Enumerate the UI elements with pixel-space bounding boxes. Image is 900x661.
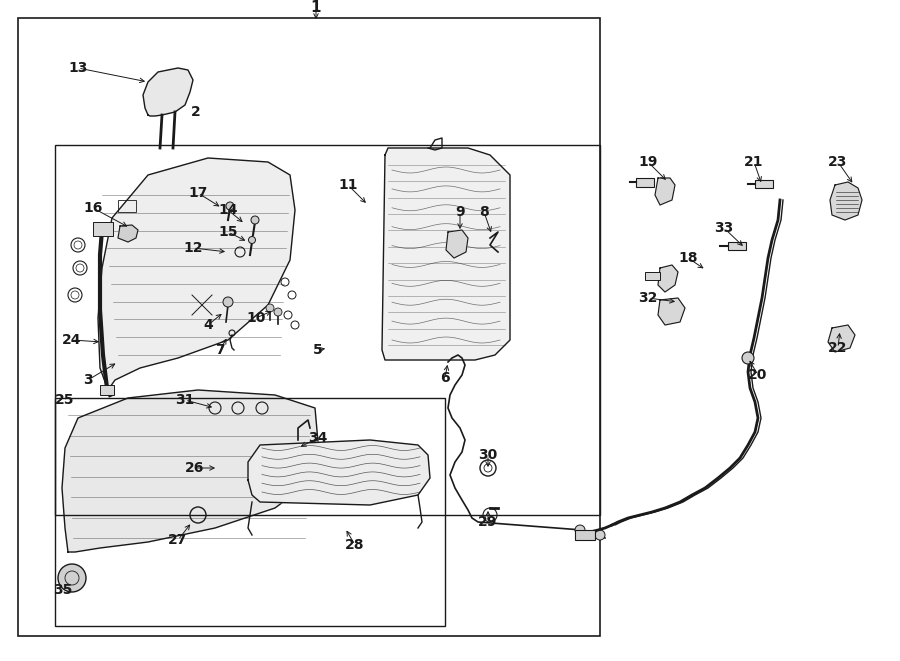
- Text: 2: 2: [191, 105, 201, 119]
- Circle shape: [223, 297, 233, 307]
- Polygon shape: [248, 440, 430, 505]
- Text: 35: 35: [53, 583, 73, 597]
- Text: 29: 29: [478, 515, 498, 529]
- Text: 4: 4: [203, 318, 213, 332]
- Bar: [575, 530, 595, 540]
- Circle shape: [248, 237, 256, 243]
- Text: 25: 25: [55, 393, 75, 407]
- Circle shape: [742, 352, 754, 364]
- Text: 27: 27: [168, 533, 188, 547]
- Bar: [645, 272, 660, 280]
- Text: 31: 31: [176, 393, 194, 407]
- Text: 19: 19: [638, 155, 658, 169]
- Polygon shape: [828, 325, 855, 352]
- Text: 21: 21: [744, 155, 764, 169]
- Text: 18: 18: [679, 251, 698, 265]
- Text: 33: 33: [715, 221, 733, 235]
- Text: 8: 8: [479, 205, 489, 219]
- Bar: [100, 385, 114, 395]
- Bar: [728, 242, 746, 250]
- Bar: [55, 398, 445, 626]
- Polygon shape: [658, 265, 678, 292]
- Polygon shape: [118, 225, 138, 242]
- Text: 12: 12: [184, 241, 202, 255]
- Text: 26: 26: [185, 461, 204, 475]
- Bar: [93, 222, 113, 236]
- Text: 3: 3: [83, 373, 93, 387]
- Polygon shape: [830, 182, 862, 220]
- Circle shape: [266, 304, 274, 312]
- Polygon shape: [62, 390, 318, 552]
- Text: 32: 32: [638, 291, 658, 305]
- Text: 20: 20: [748, 368, 768, 382]
- Polygon shape: [655, 178, 675, 205]
- Text: 24: 24: [62, 333, 82, 347]
- Bar: [118, 200, 136, 212]
- Bar: [18, 18, 600, 636]
- Text: 6: 6: [440, 371, 450, 385]
- Circle shape: [595, 530, 605, 540]
- Text: 14: 14: [218, 203, 238, 217]
- Circle shape: [226, 202, 234, 210]
- Polygon shape: [446, 230, 468, 258]
- Text: 16: 16: [84, 201, 103, 215]
- Bar: [636, 178, 654, 187]
- Text: 13: 13: [68, 61, 87, 75]
- Text: 15: 15: [218, 225, 238, 239]
- Polygon shape: [658, 298, 685, 325]
- Circle shape: [58, 564, 86, 592]
- Polygon shape: [382, 148, 510, 360]
- Text: 17: 17: [188, 186, 208, 200]
- Text: 5: 5: [313, 343, 323, 357]
- Circle shape: [274, 308, 282, 316]
- Text: 23: 23: [828, 155, 848, 169]
- Text: 11: 11: [338, 178, 358, 192]
- Text: 30: 30: [479, 448, 498, 462]
- Bar: [755, 180, 773, 188]
- Text: 9: 9: [455, 205, 464, 219]
- Text: 10: 10: [247, 311, 266, 325]
- Text: 7: 7: [215, 343, 225, 357]
- Text: 1: 1: [310, 1, 321, 15]
- Text: 22: 22: [828, 341, 848, 355]
- Circle shape: [575, 525, 585, 535]
- Polygon shape: [98, 158, 295, 390]
- Text: 34: 34: [309, 431, 328, 445]
- Bar: [55, 145, 600, 515]
- Text: 28: 28: [346, 538, 365, 552]
- Polygon shape: [143, 68, 193, 116]
- Circle shape: [251, 216, 259, 224]
